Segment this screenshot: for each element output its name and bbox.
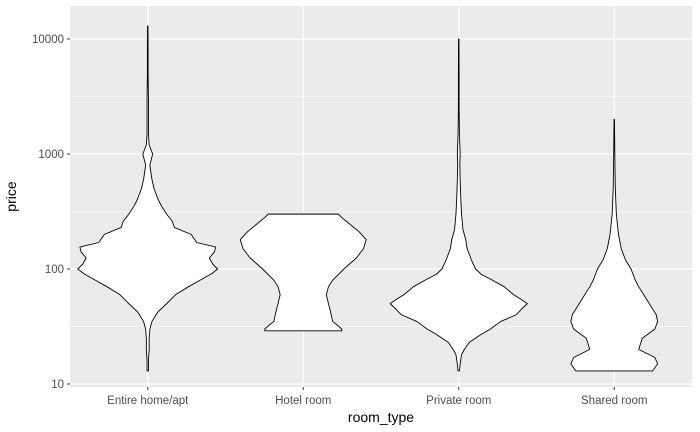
y-axis-title: price (3, 181, 19, 212)
violin-shared-room (570, 118, 659, 372)
violins (77, 25, 659, 372)
y-tick-label: 1000 (38, 149, 64, 161)
x-tick-label: Hotel room (275, 395, 331, 407)
x-axis-ticks: Entire home/apt Hotel room Private room Sha… (107, 387, 647, 407)
y-tick-label: 10000 (32, 34, 64, 46)
x-tick-label: Entire home/apt (107, 395, 189, 407)
violin-hotel-room (239, 213, 367, 332)
violin-private-room (389, 38, 528, 372)
y-tick-label: 100 (45, 264, 64, 276)
violin-entire-home-apt (77, 25, 219, 372)
y-axis-ticks: 10 100 1000 10000 (32, 34, 70, 391)
x-tick-label: Private room (426, 395, 491, 407)
y-tick-label: 10 (51, 379, 64, 391)
x-axis-title: room_type (348, 409, 414, 425)
x-tick-label: Shared room (581, 395, 647, 407)
